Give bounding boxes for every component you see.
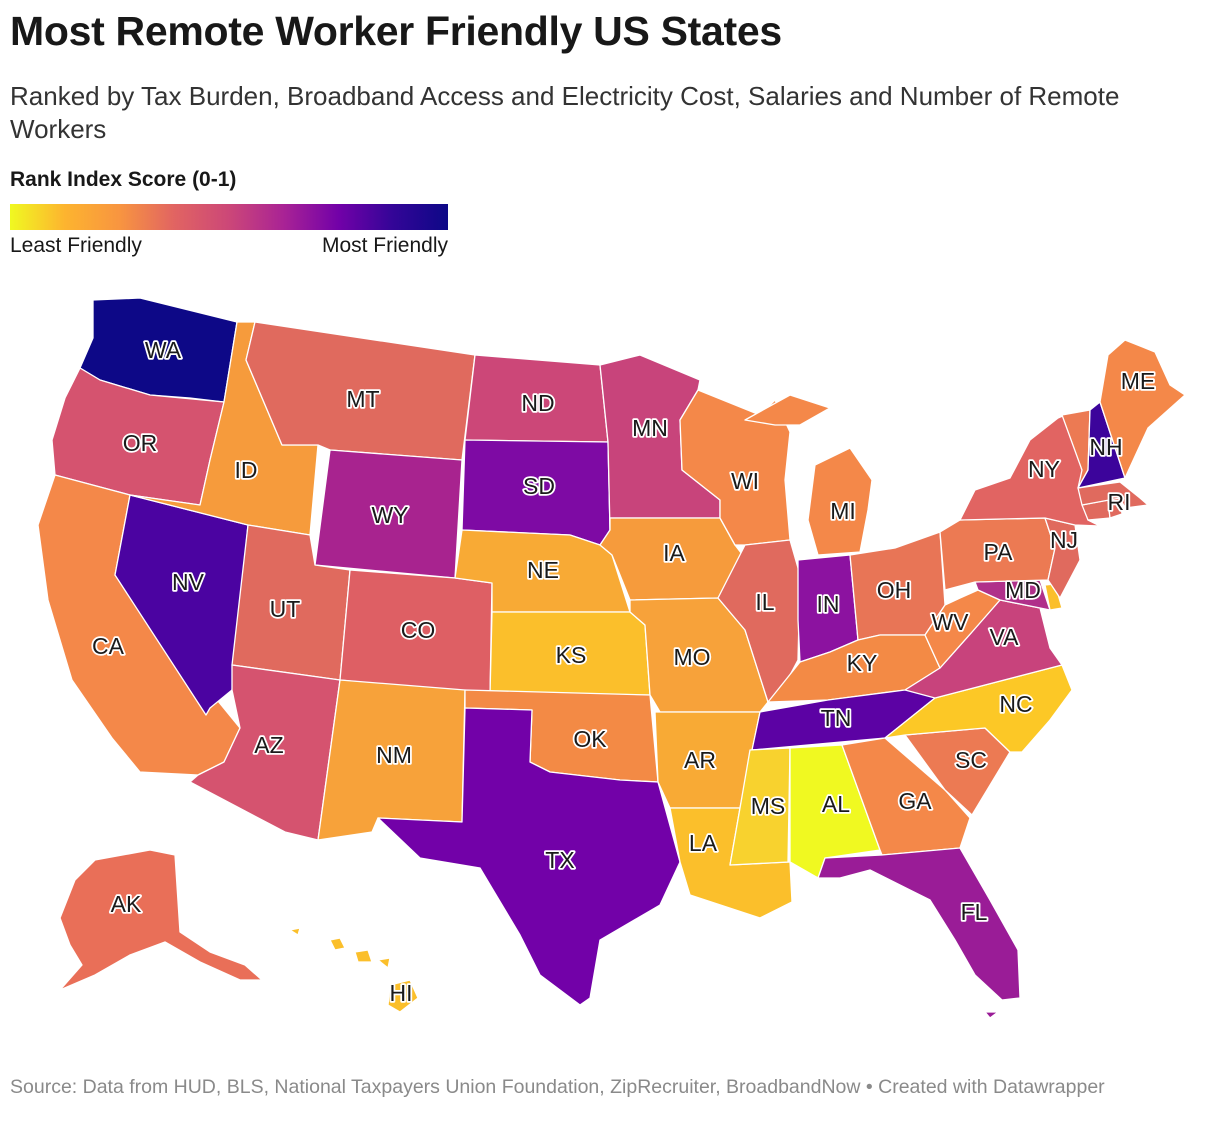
label-NV: NV	[172, 569, 205, 595]
legend-min-label: Least Friendly	[10, 234, 142, 257]
label-NC: NC	[999, 691, 1032, 717]
label-WY: WY	[371, 502, 408, 528]
label-UT: UT	[270, 596, 301, 622]
label-WV: WV	[931, 609, 969, 635]
label-MD: MD	[1005, 577, 1041, 603]
legend-title: Rank Index Score (0-1)	[10, 168, 237, 191]
label-IA: IA	[663, 540, 685, 566]
label-MO: MO	[673, 644, 710, 670]
label-KY: KY	[847, 650, 878, 676]
state-TX[interactable]	[377, 707, 681, 1006]
chart-subtitle: Ranked by Tax Burden, Broadband Access a…	[10, 81, 1120, 144]
label-IN: IN	[817, 591, 840, 617]
state-MA[interactable]	[1077, 481, 1149, 509]
state-GA[interactable]	[841, 737, 971, 856]
label-HI: HI	[390, 980, 413, 1006]
legend-color-bar	[10, 204, 448, 230]
label-NE: NE	[527, 557, 559, 583]
state-MS[interactable]	[729, 747, 791, 866]
us-states-map: WA OR CA NV ID MT WY UT AZ CO NM ND SD N…	[37, 297, 1186, 1019]
chart-title: Most Remote Worker Friendly US States	[10, 8, 782, 54]
label-NH: NH	[1089, 434, 1122, 460]
label-OH: OH	[877, 577, 912, 603]
label-OK: OK	[573, 726, 607, 752]
label-AK: AK	[111, 891, 142, 917]
label-FL: FL	[961, 899, 988, 925]
label-IL: IL	[755, 589, 774, 615]
label-TX: TX	[545, 847, 574, 873]
state-AK[interactable]	[59, 849, 263, 991]
label-MS: MS	[751, 793, 786, 819]
label-ME: ME	[1121, 368, 1156, 394]
state-ME[interactable]	[1099, 339, 1186, 479]
label-AL: AL	[822, 791, 850, 817]
label-CO: CO	[401, 617, 436, 643]
label-NY: NY	[1028, 456, 1060, 482]
label-GA: GA	[898, 788, 932, 814]
label-WA: WA	[145, 337, 182, 363]
state-HI[interactable]	[289, 927, 419, 1013]
label-MN: MN	[632, 415, 668, 441]
label-KS: KS	[556, 642, 587, 668]
state-NH[interactable]	[1077, 401, 1126, 489]
label-NM: NM	[376, 742, 412, 768]
label-LA: LA	[689, 830, 718, 856]
state-FL[interactable]	[817, 847, 1021, 1019]
source-note: Source: Data from HUD, BLS, National Tax…	[10, 1076, 1105, 1098]
label-WI: WI	[731, 468, 759, 494]
label-TN: TN	[821, 705, 852, 731]
label-NJ: NJ	[1050, 527, 1078, 553]
state-MI[interactable]	[744, 394, 873, 556]
label-RI: RI	[1108, 489, 1131, 515]
label-AR: AR	[684, 747, 716, 773]
label-SD: SD	[523, 473, 555, 499]
label-MT: MT	[346, 386, 379, 412]
label-AZ: AZ	[254, 732, 283, 758]
label-MI: MI	[830, 498, 856, 524]
label-CA: CA	[92, 633, 125, 659]
label-VA: VA	[990, 624, 1020, 650]
label-OR: OR	[123, 430, 158, 456]
label-PA: PA	[984, 539, 1014, 565]
label-ID: ID	[235, 457, 258, 483]
label-ND: ND	[521, 390, 554, 416]
legend-max-label: Most Friendly	[321, 234, 448, 257]
label-SC: SC	[955, 747, 987, 773]
